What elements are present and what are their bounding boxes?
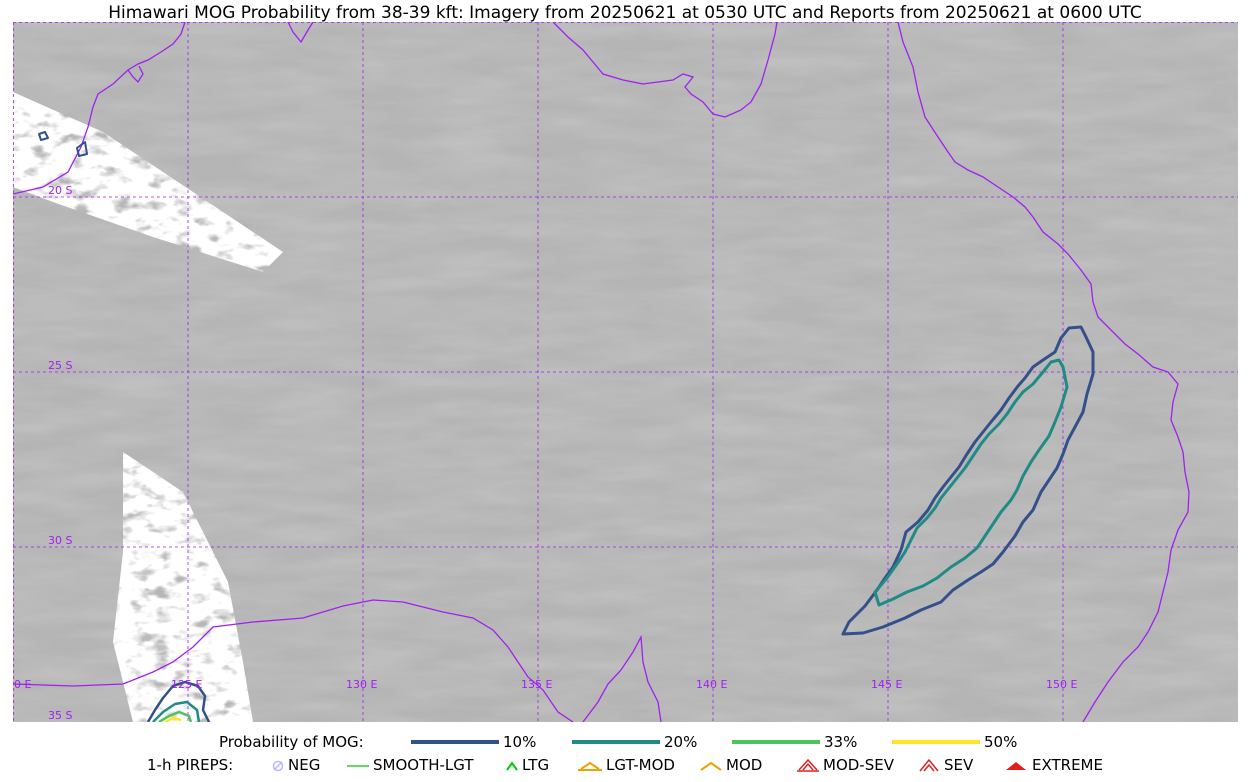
- lon-label-120e: 120 E: [13, 678, 31, 691]
- contour-33-percent-southwest: [158, 710, 193, 722]
- legend-line-50-percent: [892, 740, 980, 744]
- contour-10-percent-southwest: [146, 680, 211, 722]
- coastline-great-australian-bight: [13, 599, 574, 722]
- lon-label-145e: 145 E: [871, 678, 902, 691]
- legend-label-10-percent: 10%: [503, 733, 537, 751]
- coastline-gulf-west: [552, 22, 778, 118]
- caret-icon-mod: [700, 761, 722, 771]
- pirep-entry-extreme: EXTREME: [1004, 756, 1103, 774]
- map-canvas: 20 S 25 S 30 S 35 S 120 E 125 E 130 E 13…: [13, 22, 1238, 722]
- legend-label-33-percent: 33%: [824, 733, 858, 751]
- lat-label-35s: 35 S: [48, 709, 72, 722]
- coastline-kimberley-inlet: [127, 65, 144, 84]
- neg-circle-icon: [272, 760, 284, 772]
- lat-label-25s: 25 S: [48, 359, 72, 372]
- legend-label-20-percent: 20%: [664, 733, 698, 751]
- contour-20-percent-southwest: [152, 700, 201, 722]
- pirep-entry-mod-sev: MOD-SEV: [797, 756, 894, 774]
- satellite-map: 20 S 25 S 30 S 35 S 120 E 125 E 130 E 13…: [13, 22, 1238, 722]
- lat-label-20s: 20 S: [48, 184, 72, 197]
- contour-50-percent-southwest: [164, 716, 182, 722]
- legend-entry-10-percent: 10%: [411, 733, 536, 751]
- pirep-entry-mod: MOD: [700, 756, 762, 774]
- pirep-label-lgt-mod: LGT-MOD: [606, 756, 675, 774]
- pirep-entry-neg: NEG: [272, 756, 320, 774]
- lat-lon-gridlines: [13, 22, 1238, 722]
- pirep-entry-ltg: LTG: [506, 756, 549, 774]
- lon-label-125e: 125 E: [171, 678, 202, 691]
- map-title: Himawari MOG Probability from 38-39 kft:…: [108, 3, 1142, 23]
- lon-label-140e: 140 E: [696, 678, 727, 691]
- probability-legend-title: Probability of MOG:: [219, 733, 364, 751]
- pirep-label-sev: SEV: [944, 756, 974, 774]
- pirep-entry-lgt-mod: LGT-MOD: [578, 756, 675, 774]
- legend-entry-33-percent: 33%: [732, 733, 857, 751]
- lon-label-150e: 150 E: [1046, 678, 1077, 691]
- legend-line-10-percent: [411, 740, 499, 744]
- double-caret-bar-icon: [797, 758, 819, 772]
- pirep-label-extreme: EXTREME: [1032, 756, 1103, 774]
- pirep-label-mod-sev: MOD-SEV: [823, 756, 894, 774]
- legend-entry-50-percent: 50%: [892, 733, 1017, 751]
- legend-line-20-percent: [572, 740, 660, 744]
- coastline: [13, 22, 1190, 722]
- lon-label-135e: 135 E: [521, 678, 552, 691]
- pirep-label-neg: NEG: [288, 756, 321, 774]
- pirep-label-smooth-lgt: SMOOTH-LGT: [373, 756, 474, 774]
- pirep-entry-sev: SEV: [918, 756, 973, 774]
- coastline-queensland-east: [897, 22, 1190, 722]
- contour-20-percent-east: [873, 358, 1069, 607]
- caret-bar-icon: [578, 761, 602, 771]
- caret-icon: [506, 761, 518, 771]
- pirep-label-ltg: LTG: [522, 756, 550, 774]
- coastline-northwest: [13, 22, 186, 195]
- legend-label-50-percent: 50%: [984, 733, 1018, 751]
- double-caret-icon: [919, 758, 939, 772]
- lat-label-30s: 30 S: [48, 534, 72, 547]
- lon-label-130e: 130 E: [346, 678, 377, 691]
- grid-labels: 20 S 25 S 30 S 35 S 120 E 125 E 130 E 13…: [13, 184, 1077, 722]
- contour-10-percent-northwest: [38, 131, 49, 141]
- pirep-label-mod: MOD: [726, 756, 763, 774]
- contour-10-percent-northwest-2: [76, 141, 88, 157]
- legend-entry-20-percent: 20%: [572, 733, 697, 751]
- pireps-legend-title: 1-h PIREPS:: [147, 756, 234, 774]
- coastline-spencer-gulf: [582, 634, 662, 722]
- pirep-entry-smooth-lgt: SMOOTH-LGT: [347, 756, 474, 774]
- legend-line-33-percent: [732, 740, 820, 744]
- coastline-top-end: [287, 22, 314, 44]
- line-icon: [347, 765, 369, 767]
- filled-caret-icon: [1006, 762, 1026, 770]
- contour-10-percent-east: [841, 325, 1095, 636]
- mog-probability-contours: [38, 131, 1095, 722]
